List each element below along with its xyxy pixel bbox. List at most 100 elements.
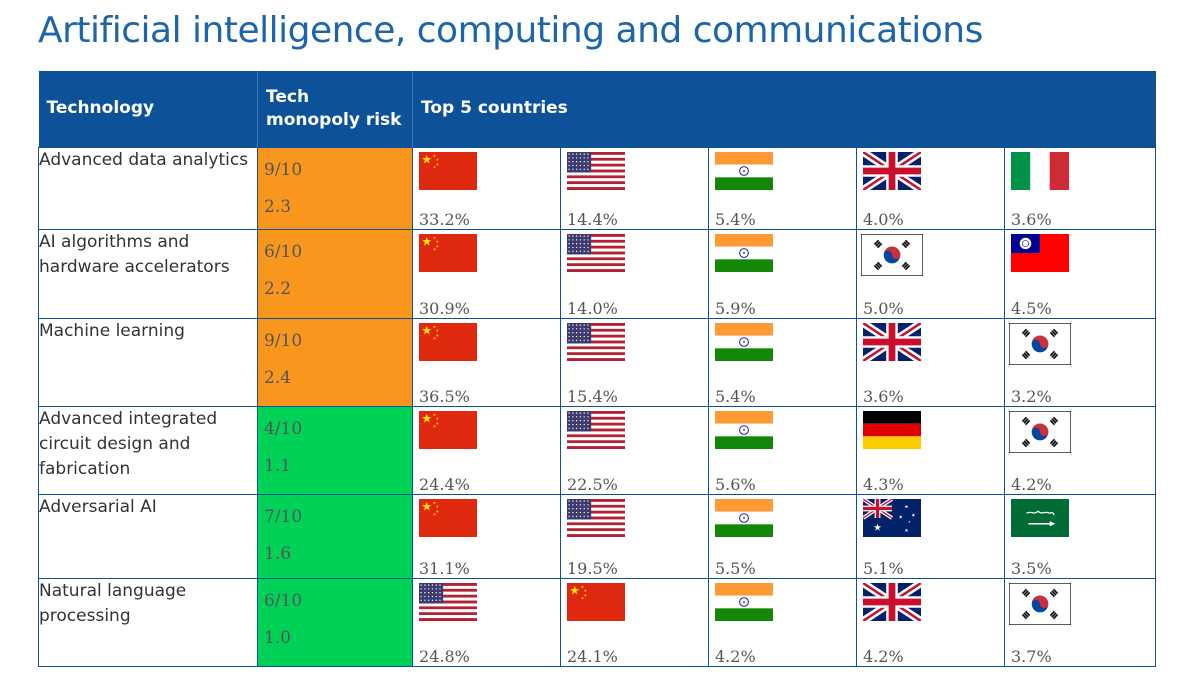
risk-score: 6/10 [264,590,303,611]
china-flag [419,498,477,537]
saudi-arabia-flag [1011,498,1069,537]
technology-name: Machine learning [38,317,258,407]
table-row: AI algorithms and hardware accelerators 6… [38,228,1157,319]
country-share: 3.6% [1011,209,1052,229]
risk-cell: 7/10 1.6 [257,493,413,579]
india-flag [715,322,773,361]
country-cell: 4.2% [856,577,1005,667]
risk-score: 6/10 [264,241,303,262]
country-cell: 3.5% [1003,493,1157,579]
country-cell: 14.4% [560,146,709,230]
south-korea-flag [1009,322,1071,365]
risk-value: 2.2 [264,278,292,299]
usa-flag [567,233,625,272]
risk-cell: 6/10 2.2 [257,228,413,319]
technology-name: Natural language processing [38,577,258,667]
technology-name: Adversarial AI [38,493,258,579]
country-share: 36.5% [419,386,470,406]
usa-flag [567,151,625,190]
country-share: 4.3% [863,474,904,494]
country-cell: 14.0% [560,228,709,319]
country-share: 14.4% [567,209,618,229]
country-cell: 33.2% [412,146,561,230]
country-share: 5.0% [863,298,904,318]
country-share: 3.6% [863,386,904,406]
country-cell: 5.4% [708,146,857,230]
country-share: 3.7% [1011,646,1052,666]
country-cell: 15.4% [560,317,709,407]
country-cell: 3.6% [856,317,1005,407]
country-cell: 4.2% [1003,405,1157,495]
country-share: 33.2% [419,209,470,229]
country-cell: 30.9% [412,228,561,319]
risk-score: 9/10 [264,159,303,180]
china-flag [567,582,625,621]
country-share: 5.4% [715,209,756,229]
country-share: 4.5% [1011,298,1052,318]
country-share: 4.2% [863,646,904,666]
uk-flag [863,322,921,361]
country-cell: 24.8% [412,577,561,667]
risk-value: 2.4 [264,367,292,388]
table-header-row: Technology Tech monopoly risk Top 5 coun… [38,71,1156,147]
country-cell: 4.0% [856,146,1005,230]
china-flag [419,151,477,190]
table-row: Advanced data analytics 9/10 2.3 33.2% 14.4%… [38,146,1157,230]
technology-column-header: Technology [38,71,258,147]
risk-cell: 9/10 2.3 [257,146,413,230]
india-flag [715,151,773,190]
country-share: 19.5% [567,558,618,578]
table-row: Natural language processing 6/10 1.0 24.8% 2… [38,577,1157,667]
usa-flag [567,498,625,537]
countries-column-header: Top 5 countries [412,71,1156,147]
technology-name: Advanced data analytics [38,146,258,230]
country-cell: 4.2% [708,577,857,667]
south-korea-flag [1009,582,1071,625]
taiwan-flag [1011,233,1069,272]
germany-flag [863,410,921,449]
country-share: 5.5% [715,558,756,578]
india-flag [715,582,773,621]
country-share: 14.0% [567,298,618,318]
usa-flag [567,322,625,361]
country-share: 31.1% [419,558,470,578]
country-share: 24.4% [419,474,470,494]
country-cell: 24.4% [412,405,561,495]
country-share: 5.6% [715,474,756,494]
technology-table: Technology Tech monopoly risk Top 5 coun… [38,71,1157,667]
country-share: 4.2% [715,646,756,666]
usa-flag [419,582,477,621]
country-cell: 24.1% [560,577,709,667]
table-row: Adversarial AI 7/10 1.6 31.1% 19.5% 5.5% 5.1% 3… [38,493,1157,579]
country-cell: 3.6% [1003,146,1157,230]
australia-flag [863,498,921,537]
india-flag [715,233,773,272]
risk-score: 4/10 [264,418,303,439]
table-row: Advanced integrated circuit design and f… [38,405,1157,495]
country-share: 5.1% [863,558,904,578]
risk-column-header: Tech monopoly risk [257,71,413,147]
china-flag [419,410,477,449]
country-cell: 3.7% [1003,577,1157,667]
india-flag [715,498,773,537]
south-korea-flag [1009,410,1071,453]
country-share: 3.2% [1011,386,1052,406]
country-cell: 5.4% [708,317,857,407]
country-share: 22.5% [567,474,618,494]
country-share: 24.1% [567,646,618,666]
risk-value: 1.1 [264,455,292,476]
risk-score: 7/10 [264,506,303,527]
risk-cell: 4/10 1.1 [257,405,413,495]
risk-score: 9/10 [264,330,303,351]
italy-flag [1011,151,1069,190]
china-flag [419,322,477,361]
country-share: 15.4% [567,386,618,406]
risk-value: 2.3 [264,196,292,217]
country-cell: 5.1% [856,493,1005,579]
country-cell: 31.1% [412,493,561,579]
india-flag [715,410,773,449]
south-korea-flag [861,233,923,276]
country-cell: 5.0% [856,228,1005,319]
risk-value: 1.6 [264,543,292,564]
technology-name: Advanced integrated circuit design and f… [38,405,258,495]
